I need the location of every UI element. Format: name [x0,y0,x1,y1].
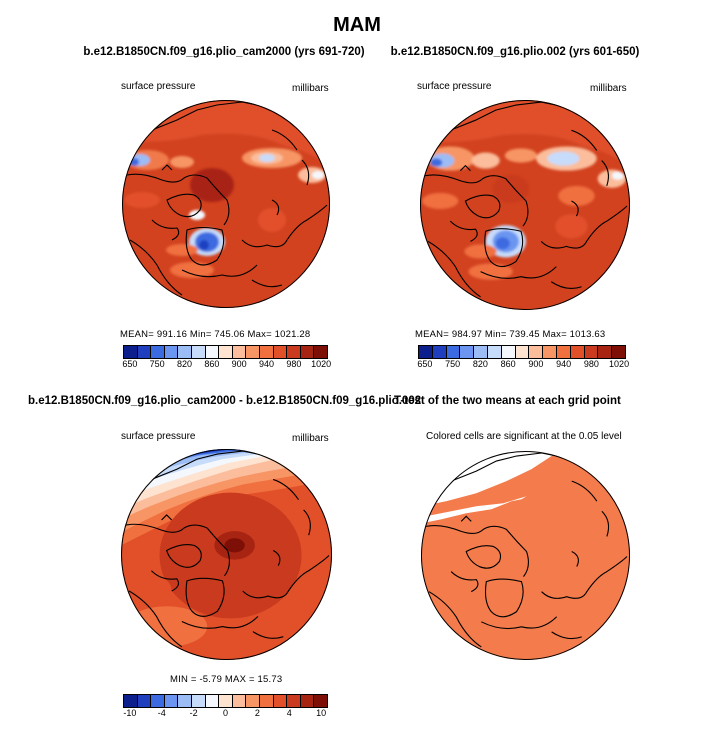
colorbar-swatch [151,695,165,707]
colorbar-swatch [287,346,301,358]
colorbar-swatch [287,695,301,707]
colorbar-swatch [584,346,599,358]
colorbar-swatch [232,695,247,707]
colorbar-label: -10 [123,708,137,718]
panel3-colorbar: -10 -4 -2 0 2 4 10 [123,694,328,720]
colorbar-swatch [314,695,327,707]
colorbar-label: 940 [556,359,572,369]
panel2-units-label: millibars [590,83,627,94]
panel4-subtitle: Colored cells are significant at the 0.0… [426,431,622,442]
colorbar-swatch [314,346,327,358]
colorbar-swatch [612,346,625,358]
colorbar-label: -4 [157,708,166,718]
panel1-units-label: millibars [292,83,329,94]
panel2-stats: MEAN= 984.97 Min= 739.45 Max= 1013.63 [415,329,606,340]
colorbar-label: 10 [316,708,327,718]
colorbar-label: 980 [286,359,302,369]
colorbar-swatch [543,346,557,358]
colorbar-swatch [246,346,260,358]
panel2-map [420,100,630,310]
colorbar-swatch [191,346,206,358]
colorbar-swatch [446,346,461,358]
colorbar-label: 900 [231,359,247,369]
colorbar-swatch [205,346,220,358]
colorbar-swatch [151,346,165,358]
colorbar-swatch [259,346,274,358]
colorbar-swatch [419,346,433,358]
colorbar-label: 0 [222,708,229,718]
panel4-map [421,451,630,660]
colorbar-label: 820 [176,359,193,369]
colorbar-swatch [246,695,260,707]
main-title: MAM [333,14,381,36]
colorbar-label: -2 [189,708,198,718]
colorbar-swatch [570,346,585,358]
colorbar-swatch [300,346,315,358]
panel1-stats: MEAN= 991.16 Min= 745.06 Max= 1021.28 [120,329,311,340]
panel3-title: b.e12.B1850CN.f09_g16.plio_cam2000 - b.e… [28,395,422,407]
colorbar-swatch [529,346,544,358]
colorbar-label: 1020 [311,359,332,369]
colorbar-label: 980 [583,359,599,369]
colorbar-label: 650 [122,359,138,369]
colorbar-swatch [124,695,138,707]
colorbar-label: 900 [528,359,544,369]
colorbar-swatch [124,346,138,358]
colorbar-swatch [137,695,152,707]
panel3-stats: MIN = -5.79 MAX = 15.73 [170,674,283,685]
colorbar-swatch [432,346,447,358]
colorbar-label: 750 [445,359,461,369]
colorbar-swatch [232,346,247,358]
panel3-variable-label: surface pressure [121,431,196,442]
colorbar-swatch [191,695,206,707]
colorbar-label: 1020 [609,359,630,369]
colorbar-swatch [205,695,220,707]
colorbar-label: 940 [258,359,275,369]
colorbar-swatch [164,346,179,358]
colorbar-swatch [164,695,179,707]
colorbar-swatch [487,346,502,358]
colorbar-swatch [178,346,192,358]
panel3-units-label: millibars [292,433,329,444]
panel1-title: b.e12.B1850CN.f09_g16.plio_cam2000 (yrs … [83,46,365,58]
colorbar-swatch [515,346,530,358]
panel2-title: b.e12.B1850CN.f09_g16.plio.002 (yrs 601-… [390,46,640,58]
colorbar-label: 650 [417,359,433,369]
panel2-variable-label: surface pressure [417,81,492,92]
colorbar-swatch [219,695,233,707]
panel2-colorbar: 650 750 820 860 900 940 980 1020 [417,345,630,371]
panel1-colorbar: 650 750 820 860 900 940 980 1020 [122,345,332,371]
colorbar-label: 750 [149,359,165,369]
colorbar-label: 860 [204,359,220,369]
colorbar-swatch [474,346,488,358]
colorbar-swatch [137,346,152,358]
colorbar-swatch [219,346,233,358]
colorbar-label: 2 [254,708,260,718]
colorbar-swatch [300,695,315,707]
colorbar-label: 4 [286,708,292,718]
colorbar-swatch [273,346,288,358]
panel1-variable-label: surface pressure [121,81,196,92]
panel3-map [121,449,332,660]
colorbar-swatch [273,695,288,707]
colorbar-swatch [598,346,613,358]
colorbar-swatch [460,346,475,358]
colorbar-swatch [556,346,571,358]
panel1-map [122,100,330,308]
colorbar-label: 860 [500,359,516,369]
colorbar-swatch [259,695,274,707]
colorbar-swatch [501,346,516,358]
colorbar-swatch [178,695,192,707]
colorbar-label: 820 [472,359,488,369]
panel4-title: T-test of the two means at each grid poi… [394,395,621,407]
